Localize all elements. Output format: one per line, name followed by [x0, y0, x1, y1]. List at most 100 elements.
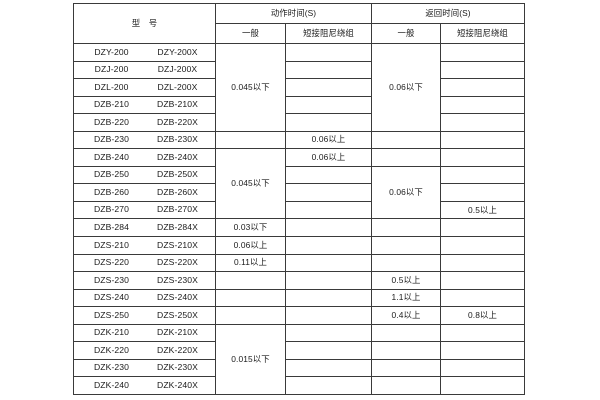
cell-return-normal: 0.06以下: [371, 165, 441, 220]
cell-return-damper: [440, 341, 525, 360]
header-action-time: 动作时间(S): [215, 3, 372, 24]
model-code-variant: DZS-240X: [157, 292, 198, 303]
model-code-variant: DZB-270X: [157, 204, 198, 215]
model-code-base: DZS-210: [93, 239, 130, 250]
model-code-base: DZS-240: [93, 292, 130, 303]
cell-action-damper: [285, 288, 372, 308]
table-row: DZS-240 DZS-240X 1.1以上: [73, 288, 525, 308]
cell-return-normal: [371, 253, 441, 273]
table-row: DZB-260 DZB-260X: [73, 183, 525, 202]
table-row: DZB-250 DZB-250X 0.06以下: [73, 165, 525, 220]
model-code-variant: DZS-250X: [157, 309, 198, 320]
cell-action-damper: [285, 43, 372, 62]
table-header: 型 号 动作时间(S) 返回时间(S) 一般 短接阻尼绕组 一般 短接阻尼绕组: [73, 3, 525, 44]
cell-action-normal: [215, 288, 286, 308]
cell-return-damper: [440, 130, 525, 150]
cell-return-normal: [371, 358, 441, 378]
model-code-variant: DZB-250X: [157, 169, 198, 180]
cell-action-normal: 0.03以下: [215, 218, 286, 238]
header-action-normal: 一般: [215, 23, 286, 44]
model-code-base: DZB-220: [93, 116, 130, 127]
cell-model: DZB-284 DZB-284X: [73, 218, 216, 238]
cell-action-damper: [285, 358, 372, 378]
cell-action-damper: 0.06以上: [285, 130, 372, 150]
header-row-top: 型 号 动作时间(S) 返回时间(S): [73, 3, 525, 44]
table-row: DZK-230 DZK-230X: [73, 358, 525, 378]
table-row: DZS-250 DZS-250X 0.4以上 0.8以上: [73, 306, 525, 325]
cell-return-damper: 0.8以上: [440, 306, 525, 325]
model-code-variant: DZB-220X: [157, 116, 198, 127]
cell-model: DZB-210 DZB-210X: [73, 95, 216, 115]
cell-model: DZK-210 DZK-210X: [73, 323, 216, 343]
cell-model: DZJ-200 DZJ-200X: [73, 60, 216, 80]
cell-action-damper: [285, 218, 372, 238]
table-row: DZB-270 DZB-270X 0.5以上: [73, 200, 525, 220]
cell-return-damper: [440, 60, 525, 80]
model-code-variant: DZJ-200X: [157, 64, 198, 75]
table-row: DZB-240 DZB-240X 0.045以下 0.06以上: [73, 148, 525, 220]
model-code-base: DZK-230: [93, 362, 130, 373]
cell-action-normal: 0.045以下: [215, 43, 286, 132]
cell-return-damper: [440, 288, 525, 308]
model-code-base: DZY-200: [94, 46, 129, 57]
relay-timing-spec-table: 型 号 动作时间(S) 返回时间(S) 一般 短接阻尼绕组 一般 短接阻尼绕组 …: [73, 3, 525, 396]
cell-model: DZB-230 DZB-230X: [73, 130, 216, 150]
model-code-variant: DZL-200X: [157, 81, 198, 92]
cell-return-damper: [440, 165, 525, 185]
cell-action-normal: [215, 306, 286, 325]
cell-model: DZK-240 DZK-240X: [73, 376, 216, 395]
cell-return-damper: [440, 95, 525, 115]
cell-action-damper: [285, 253, 372, 273]
cell-return-normal: [371, 148, 441, 167]
table-row: DZY-200 DZY-200X 0.045以下 0.06以下: [73, 43, 525, 132]
table-row: DZS-210 DZS-210X 0.06以上: [73, 236, 525, 255]
cell-action-normal: 0.06以上: [215, 236, 286, 255]
cell-return-damper: [440, 323, 525, 343]
cell-action-normal: [215, 130, 286, 150]
table-row: DZS-230 DZS-230X 0.5以上: [73, 271, 525, 290]
table-body: DZY-200 DZY-200X 0.045以下 0.06以下 DZJ-200 DZJ-2…: [73, 43, 525, 396]
cell-action-damper: [285, 165, 372, 185]
cell-model: DZB-240 DZB-240X: [73, 148, 216, 167]
cell-action-damper: 0.06以上: [285, 148, 372, 167]
model-code-base: DZB-284: [93, 222, 130, 233]
header-return-damper: 短接阻尼绕组: [440, 23, 525, 44]
model-code-variant: DZK-230X: [157, 362, 198, 373]
cell-model: DZK-220 DZK-220X: [73, 341, 216, 360]
cell-return-normal: [371, 218, 441, 238]
cell-return-damper: [440, 183, 525, 202]
model-code-base: DZS-230: [93, 274, 130, 285]
cell-return-normal: 1.1以上: [371, 288, 441, 308]
cell-model: DZB-260 DZB-260X: [73, 183, 216, 202]
cell-model: DZL-200 DZL-200X: [73, 78, 216, 97]
cell-return-damper: [440, 218, 525, 238]
table-row: DZB-284 DZB-284X 0.03以下: [73, 218, 525, 238]
cell-model: DZS-250 DZS-250X: [73, 306, 216, 325]
model-code-base: DZB-240: [93, 151, 130, 162]
cell-return-normal: 0.4以上: [371, 306, 441, 325]
cell-return-damper: [440, 78, 525, 97]
header-model: 型 号: [73, 3, 216, 44]
table-row: DZK-240 DZK-240X: [73, 376, 525, 395]
model-code-variant: DZY-200X: [157, 46, 198, 57]
cell-return-normal: 0.06以下: [371, 43, 441, 132]
header-return-time: 返回时间(S): [371, 3, 525, 24]
cell-model: DZY-200 DZY-200X: [73, 43, 216, 62]
table-row: DZB-210 DZB-210X: [73, 95, 525, 115]
cell-model: DZS-240 DZS-240X: [73, 288, 216, 308]
model-code-base: DZK-240: [93, 379, 130, 390]
cell-action-damper: [285, 341, 372, 360]
cell-action-damper: [285, 236, 372, 255]
cell-return-damper: [440, 271, 525, 290]
model-code-base: DZB-230: [93, 134, 130, 145]
cell-model: DZB-270 DZB-270X: [73, 200, 216, 220]
cell-action-damper: [285, 113, 372, 132]
model-code-base: DZS-220: [93, 257, 130, 268]
model-code-base: DZB-260: [93, 186, 130, 197]
model-code-base: DZL-200: [94, 81, 129, 92]
model-code-variant: DZB-284X: [157, 222, 198, 233]
cell-return-damper: [440, 376, 525, 395]
cell-action-normal: 0.045以下: [215, 148, 286, 220]
cell-return-damper: [440, 148, 525, 167]
cell-return-normal: 0.5以上: [371, 271, 441, 290]
